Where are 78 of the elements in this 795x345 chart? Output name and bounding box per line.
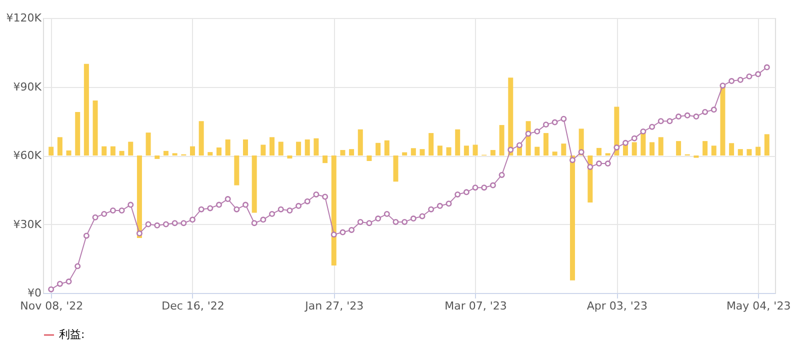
bar bbox=[596, 148, 602, 156]
bar bbox=[508, 78, 514, 156]
x-tick-label: Mar 07, '23 bbox=[444, 300, 507, 312]
bar bbox=[729, 143, 734, 156]
bar bbox=[711, 146, 716, 156]
legend-label: 利益: bbox=[59, 328, 85, 341]
bar bbox=[84, 64, 89, 156]
y-tick-label: ¥0 bbox=[28, 286, 42, 300]
bar bbox=[738, 149, 743, 156]
bar bbox=[499, 125, 504, 156]
bar bbox=[198, 121, 204, 156]
bar bbox=[570, 156, 575, 280]
bar bbox=[552, 152, 558, 156]
bar bbox=[437, 146, 442, 156]
bar bbox=[446, 147, 452, 156]
y-tick-label: ¥120K bbox=[6, 12, 42, 24]
bar bbox=[92, 100, 98, 156]
bar bbox=[402, 152, 408, 156]
bar bbox=[163, 150, 168, 156]
bar bbox=[393, 156, 398, 182]
bar bbox=[410, 148, 416, 156]
bar bbox=[561, 144, 566, 156]
bar bbox=[464, 146, 469, 156]
x-tick-label: Jan 27, '23 bbox=[304, 300, 364, 312]
bar bbox=[376, 142, 381, 156]
bar bbox=[296, 142, 302, 156]
bar bbox=[287, 156, 292, 158]
bar bbox=[349, 149, 354, 156]
bar bbox=[676, 141, 682, 156]
bar bbox=[366, 156, 372, 161]
bar bbox=[428, 133, 434, 156]
x-tick-label: May 04, '23 bbox=[726, 300, 791, 312]
bar bbox=[252, 156, 257, 213]
bar bbox=[146, 132, 151, 156]
bar bbox=[66, 150, 72, 156]
bar bbox=[650, 142, 655, 156]
bar bbox=[314, 138, 319, 156]
bar bbox=[702, 141, 708, 156]
bar bbox=[243, 139, 248, 156]
bar bbox=[136, 156, 142, 238]
bar bbox=[322, 156, 328, 164]
x-tick-label: Dec 16, '22 bbox=[162, 300, 224, 312]
bar bbox=[260, 144, 266, 156]
bar bbox=[340, 150, 346, 156]
y-tick-label: ¥60K bbox=[13, 149, 42, 162]
bar bbox=[358, 129, 363, 156]
bar bbox=[764, 134, 770, 156]
bar bbox=[756, 146, 761, 156]
bar bbox=[331, 156, 336, 266]
bar bbox=[208, 152, 213, 156]
bar bbox=[75, 112, 80, 156]
x-tick-label: Nov 08, '22 bbox=[20, 300, 84, 312]
bar bbox=[658, 137, 664, 156]
bar bbox=[216, 147, 222, 156]
bar bbox=[48, 146, 54, 156]
bar bbox=[278, 142, 284, 156]
bar bbox=[154, 156, 160, 159]
bar bbox=[225, 139, 230, 156]
bar bbox=[234, 156, 240, 186]
bar bbox=[304, 139, 310, 156]
x-tick-label: Apr 03, '23 bbox=[586, 300, 648, 312]
bar bbox=[57, 137, 62, 156]
y-tick-label: ¥30K bbox=[13, 218, 42, 231]
bar bbox=[128, 142, 134, 156]
bar bbox=[102, 146, 107, 156]
bar bbox=[119, 150, 124, 156]
bar bbox=[420, 149, 425, 156]
bar bbox=[472, 144, 478, 156]
bar bbox=[270, 137, 275, 156]
y-tick-label: ¥90K bbox=[13, 80, 42, 94]
bar bbox=[190, 146, 195, 156]
bar bbox=[110, 146, 116, 156]
bar bbox=[490, 150, 496, 156]
bar bbox=[543, 133, 548, 156]
bar bbox=[746, 149, 752, 156]
bar bbox=[455, 129, 460, 156]
bar bbox=[534, 146, 540, 156]
bar bbox=[384, 140, 390, 156]
